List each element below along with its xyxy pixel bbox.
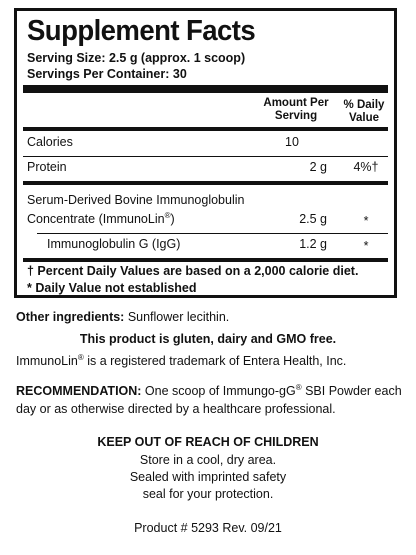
warning-children: KEEP OUT OF REACH OF CHILDREN	[97, 435, 319, 449]
thick-rule-top	[23, 85, 388, 93]
thick-rule-mid	[23, 181, 388, 185]
row-protein-dv: 4%†	[353, 160, 379, 174]
row-calories-amount: 10	[285, 135, 299, 149]
serving-size: Serving Size: 2.5 g (approx. 1 scoop)	[27, 51, 246, 65]
recommendation-line2: day or as otherwise directed by a health…	[16, 402, 336, 416]
daily-value-header: % Daily Value	[343, 99, 385, 124]
row-igg-label: Immunoglobulin G (IgG)	[47, 237, 181, 251]
storage-line2: Sealed with imprinted safety	[129, 470, 287, 484]
thick-rule-bottom	[23, 258, 388, 262]
row-igg-amount: 1.2 g	[299, 237, 327, 251]
row-sbi-amount: 2.5 g	[299, 212, 327, 226]
storage-line3: seal for your protection.	[142, 487, 274, 501]
free-from-statement: This product is gluten, dairy and GMO fr…	[79, 332, 337, 346]
amount-per-serving-header: Amount Per Serving	[263, 97, 329, 122]
servings-per-container: Servings Per Container: 30	[27, 67, 187, 81]
row-protein-label: Protein	[27, 160, 67, 174]
thick-rule-header	[23, 127, 388, 131]
supplement-facts-panel: Supplement Facts Serving Size: 2.5 g (ap…	[14, 8, 397, 298]
row-divider	[37, 233, 388, 234]
product-number: Product # 5293 Rev. 09/21	[134, 521, 282, 535]
row-sbi-dv: *	[363, 214, 369, 228]
row-protein-amount: 2 g	[309, 160, 327, 174]
other-ingredients: Other ingredients: Sunflower lecithin.	[16, 310, 230, 324]
trademark-notice: ImmunoLin® is a registered trademark of …	[16, 352, 347, 368]
storage-line1: Store in a cool, dry area.	[139, 453, 277, 467]
row-calories-label: Calories	[27, 135, 73, 149]
row-sbi-label-line2: Concentrate (ImmunoLin®)	[27, 210, 175, 226]
row-sbi-label-line1: Serum-Derived Bovine Immunoglobulin	[27, 193, 245, 207]
row-divider	[23, 156, 388, 157]
footnote-percent-dv: † Percent Daily Values are based on a 2,…	[27, 264, 359, 278]
panel-title: Supplement Facts	[27, 15, 256, 47]
row-igg-dv: *	[363, 239, 369, 253]
footnote-dv-not-established: * Daily Value not established	[27, 281, 197, 295]
recommendation-line1: RECOMMENDATION: One scoop of Immungo-gG®…	[16, 382, 402, 398]
